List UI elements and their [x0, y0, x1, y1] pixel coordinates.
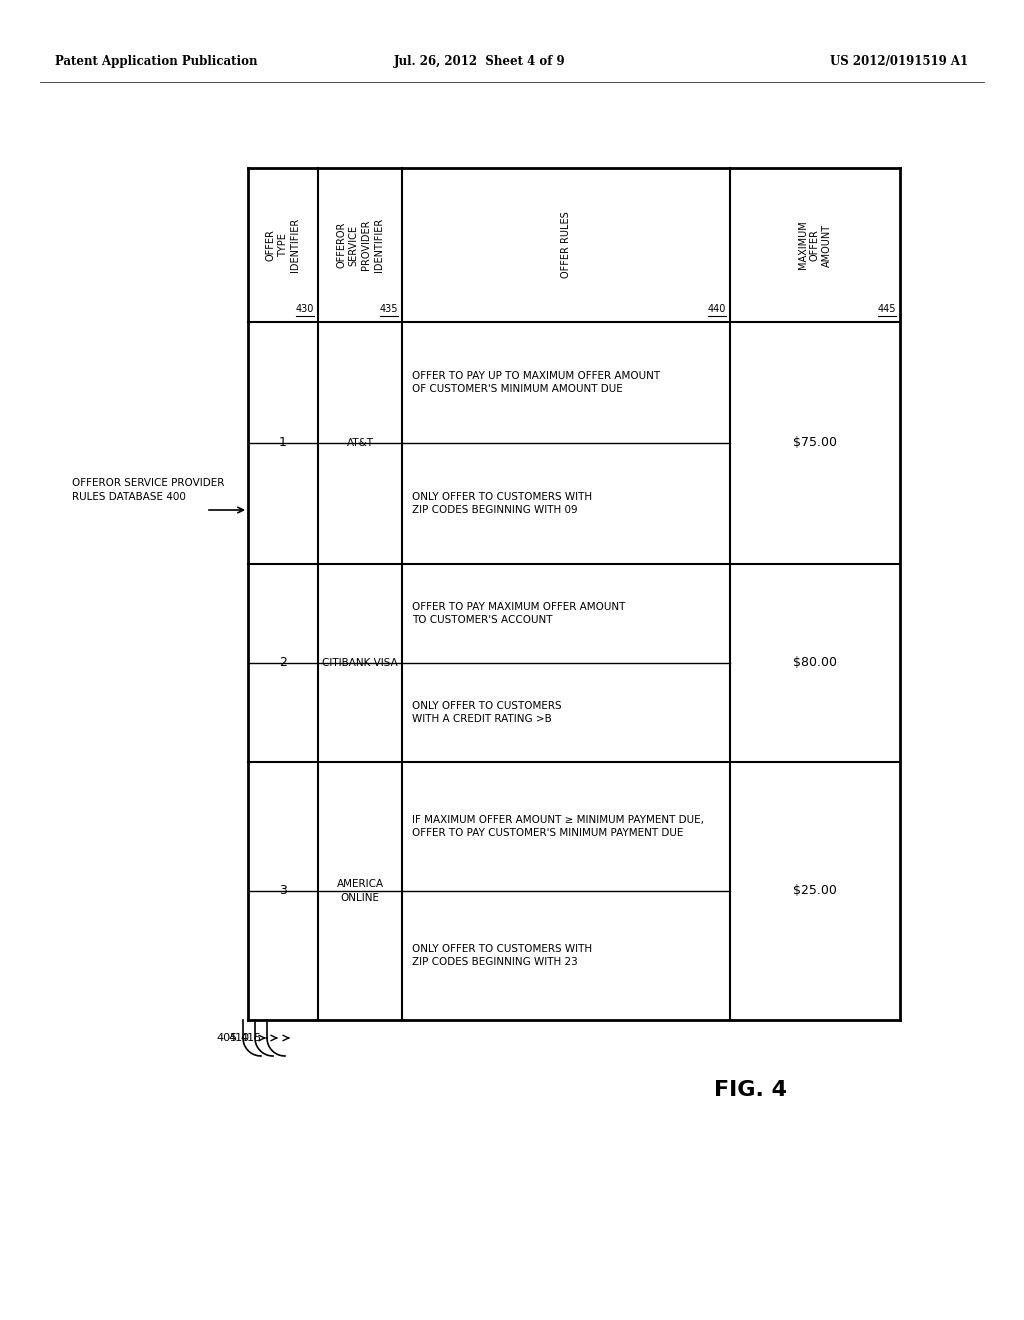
- Text: OFFER
TYPE
IDENTIFIER: OFFER TYPE IDENTIFIER: [265, 218, 300, 272]
- Text: ONLY OFFER TO CUSTOMERS WITH
ZIP CODES BEGINNING WITH 23: ONLY OFFER TO CUSTOMERS WITH ZIP CODES B…: [412, 944, 592, 968]
- Text: 440: 440: [708, 304, 726, 314]
- Text: MAXIMUM
OFFER
AMOUNT: MAXIMUM OFFER AMOUNT: [798, 220, 833, 269]
- Text: Jul. 26, 2012  Sheet 4 of 9: Jul. 26, 2012 Sheet 4 of 9: [394, 55, 566, 69]
- Text: FIG. 4: FIG. 4: [714, 1080, 786, 1100]
- Text: CITIBANK VISA: CITIBANK VISA: [323, 657, 398, 668]
- Text: $80.00: $80.00: [793, 656, 837, 669]
- Text: ONLY OFFER TO CUSTOMERS
WITH A CREDIT RATING >B: ONLY OFFER TO CUSTOMERS WITH A CREDIT RA…: [412, 701, 561, 725]
- Text: 1: 1: [280, 437, 287, 450]
- Text: IF MAXIMUM OFFER AMOUNT ≥ MINIMUM PAYMENT DUE,
OFFER TO PAY CUSTOMER'S MINIMUM P: IF MAXIMUM OFFER AMOUNT ≥ MINIMUM PAYMEN…: [412, 814, 705, 838]
- Text: 430: 430: [296, 304, 314, 314]
- Text: 415: 415: [241, 1034, 262, 1043]
- Text: OFFEROR
SERVICE
PROVIDER
IDENTIFIER: OFFEROR SERVICE PROVIDER IDENTIFIER: [337, 218, 384, 272]
- Text: 410: 410: [229, 1034, 250, 1043]
- Text: 435: 435: [380, 304, 398, 314]
- Text: OFFER TO PAY MAXIMUM OFFER AMOUNT
TO CUSTOMER'S ACCOUNT: OFFER TO PAY MAXIMUM OFFER AMOUNT TO CUS…: [412, 602, 626, 626]
- Text: $25.00: $25.00: [793, 884, 837, 898]
- Text: $75.00: $75.00: [793, 437, 837, 450]
- Text: AMERICA
ONLINE: AMERICA ONLINE: [337, 879, 384, 903]
- Text: AT&T: AT&T: [346, 438, 374, 447]
- Text: US 2012/0191519 A1: US 2012/0191519 A1: [829, 55, 968, 69]
- Text: 445: 445: [878, 304, 896, 314]
- Text: OFFEROR SERVICE PROVIDER
RULES DATABASE 400: OFFEROR SERVICE PROVIDER RULES DATABASE …: [72, 478, 224, 502]
- Text: 2: 2: [280, 656, 287, 669]
- Text: 3: 3: [280, 884, 287, 898]
- Text: Patent Application Publication: Patent Application Publication: [55, 55, 257, 69]
- Text: OFFER RULES: OFFER RULES: [561, 211, 571, 279]
- Text: ONLY OFFER TO CUSTOMERS WITH
ZIP CODES BEGINNING WITH 09: ONLY OFFER TO CUSTOMERS WITH ZIP CODES B…: [412, 492, 592, 515]
- Text: OFFER TO PAY UP TO MAXIMUM OFFER AMOUNT
OF CUSTOMER'S MINIMUM AMOUNT DUE: OFFER TO PAY UP TO MAXIMUM OFFER AMOUNT …: [412, 371, 660, 395]
- Text: 405: 405: [217, 1034, 238, 1043]
